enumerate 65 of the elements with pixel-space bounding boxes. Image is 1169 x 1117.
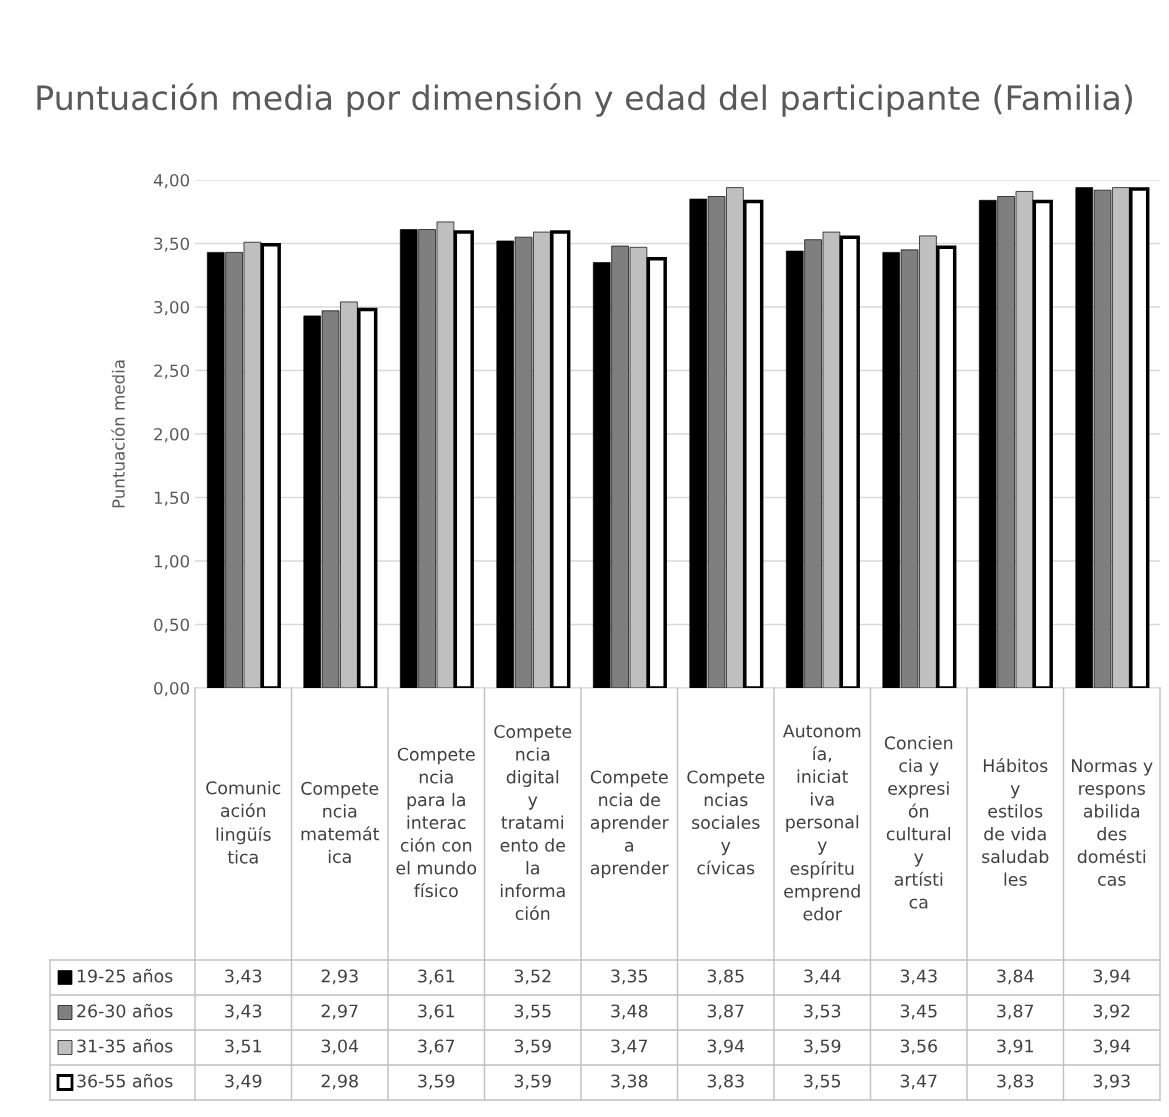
data-label: 3,47 — [900, 1074, 937, 1090]
data-label: 3,52 — [514, 969, 551, 985]
x-tick-label: Comunicación lingüística — [206, 780, 281, 864]
data-label: 3,84 — [997, 969, 1034, 985]
data-label: 3,48 — [611, 1004, 648, 1020]
data-label: 3,87 — [997, 1004, 1034, 1020]
x-tick-label: Competencia matemática — [301, 781, 380, 864]
data-label: 3,94 — [1093, 969, 1131, 985]
legend-label: 19-25 años — [77, 968, 173, 983]
data-label: 3,61 — [418, 969, 454, 985]
data-label: 3,85 — [707, 969, 744, 985]
y-tick-label: 1,00 — [154, 554, 190, 570]
data-label: 3,91 — [997, 1039, 1033, 1055]
data-label: 3,94 — [1093, 1039, 1131, 1055]
data-label: 2,98 — [321, 1074, 358, 1090]
data-label: 3,49 — [225, 1074, 262, 1090]
data-label: 2,97 — [321, 1004, 358, 1020]
data-label: 3,59 — [514, 1039, 551, 1055]
data-label: 3,53 — [804, 1004, 841, 1020]
y-tick-label: 3,50 — [154, 237, 190, 252]
data-label: 3,56 — [900, 1039, 937, 1055]
data-label: 2,93 — [321, 969, 358, 985]
data-label: 3,59 — [514, 1074, 551, 1090]
data-label: 3,83 — [997, 1074, 1034, 1090]
x-tick-label: Competencia de aprender a aprender — [590, 770, 669, 878]
data-label: 3,47 — [611, 1039, 648, 1055]
data-label: 3,43 — [900, 969, 937, 985]
data-label: 3,67 — [418, 1039, 455, 1055]
x-tick-label: Conciencia y expresión cultural y artística — [884, 736, 953, 909]
data-label: 3,04 — [321, 1039, 359, 1055]
data-label: 3,45 — [900, 1004, 937, 1020]
data-label: 3,92 — [1093, 1004, 1130, 1020]
y-tick-label: 2,00 — [154, 427, 190, 443]
data-label: 3,59 — [804, 1039, 841, 1055]
data-label: 3,94 — [707, 1039, 745, 1055]
data-label: 3,44 — [804, 969, 841, 985]
legend-label: 31-35 años — [77, 1038, 173, 1053]
chart-title: Puntuación media por dimensión y edad del participante (Familia) — [37, 83, 1132, 117]
y-tick-label: 2,50 — [154, 364, 190, 379]
y-tick-label: 4,00 — [153, 173, 190, 189]
y-axis-title: Puntuación media — [111, 360, 125, 508]
data-label: 3,43 — [225, 1004, 262, 1020]
x-tick-label: Normas y responsabilidades domésticas — [1072, 759, 1153, 886]
data-label: 3,87 — [707, 1004, 744, 1020]
data-label: 3,43 — [225, 969, 262, 985]
data-label: 3,55 — [804, 1074, 841, 1090]
data-label: 3,61 — [418, 1004, 454, 1020]
data-label: 3,83 — [707, 1074, 744, 1090]
data-label: 3,38 — [611, 1074, 648, 1090]
data-label: 3,59 — [418, 1074, 455, 1090]
y-tick-label: 0,50 — [154, 618, 190, 633]
y-tick-label: 0,00 — [154, 681, 190, 697]
y-tick-label: 3,00 — [154, 300, 190, 316]
data-label: 3,35 — [611, 969, 648, 985]
data-label: 3,51 — [225, 1039, 261, 1055]
x-tick-label: Competencia para la interacción con el mundo físico — [396, 747, 477, 898]
category-label: Autonomía, iniciativa personal y espíritu emprendedor — [782, 724, 861, 921]
y-tick-label: 1,50 — [154, 491, 190, 506]
x-tick-label: Competencias sociales y cívicas — [687, 770, 765, 875]
x-tick-label: Hábitos y estilos de vida saludables — [982, 758, 1049, 886]
legend-label: 36-55 años — [77, 1073, 173, 1088]
category-label: Competencia digital y tratamiento de la información — [494, 724, 572, 920]
data-label: 3,55 — [514, 1004, 551, 1020]
legend-label: 26-30 años — [77, 1003, 173, 1018]
data-label: 3,93 — [1093, 1074, 1130, 1090]
